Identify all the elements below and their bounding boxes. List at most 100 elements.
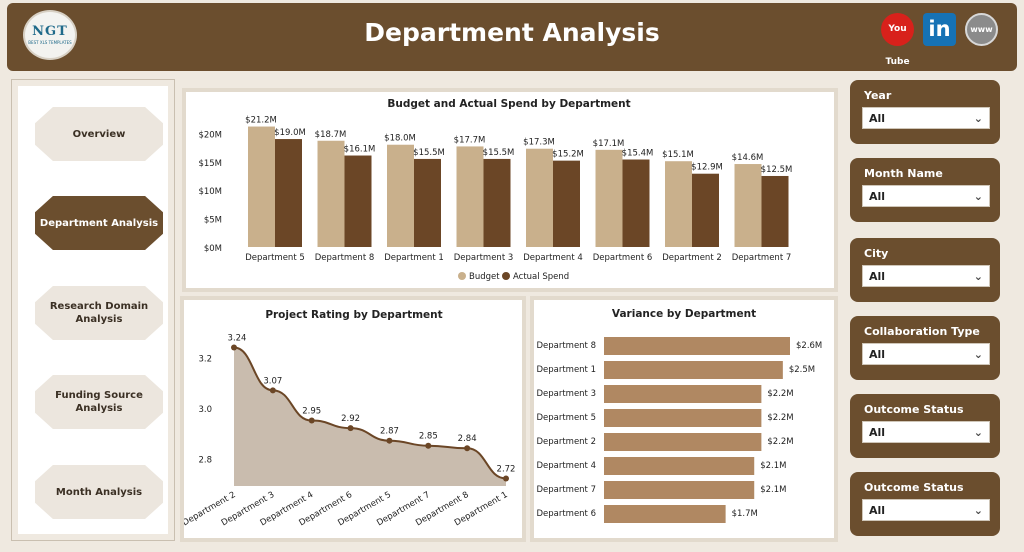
variance-chart: Variance by Department Department 8 $2.6M… [536,308,822,523]
actual-spend-bar [692,173,719,247]
linkedin-icon[interactable]: in [923,13,956,46]
actual-spend-bar [344,155,372,247]
y-category-label: Department 2 [536,437,596,447]
actual-spend-data-label: $19.0M [274,128,306,138]
nav-overview-button[interactable]: Overview [35,107,163,161]
globe-icon[interactable]: www [965,13,998,46]
collaboration-type-dropdown[interactable]: All ⌄ [862,343,990,365]
x-tick-label: Department 6 [593,253,653,263]
rating-point [425,442,432,449]
rating-point [464,445,471,452]
variance-data-label: $2.6M [796,341,822,351]
variance-bar [604,457,755,475]
page-title: Department Analysis [364,18,660,47]
y-tick-label: $20M [198,130,222,140]
budget-bar [456,146,484,247]
variance-data-label: $2.2M [767,413,793,423]
legend-budget-label: Budget [469,272,500,282]
rating-data-label: 2.87 [380,427,399,437]
y-category-label: Department 6 [536,509,596,519]
legend-actual-spend-label: Actual Spend [513,272,569,282]
actual-spend-data-label: $12.9M [691,163,723,173]
actual-spend-data-label: $15.4M [622,149,654,159]
x-tick-label: Department 2 [662,253,722,263]
budget-data-label: $18.7M [315,130,347,140]
year-slicer: Year All ⌄ [850,80,1000,144]
chevron-down-icon: ⌄ [973,426,983,439]
actual-spend-data-label: $15.5M [483,148,515,158]
x-tick-label: Department 5 [245,253,305,263]
variance-data-label: $2.5M [789,365,815,375]
variance-data-label: $2.1M [760,461,786,471]
chevron-down-icon: ⌄ [973,504,983,517]
outcome-status-dropdown-2[interactable]: All ⌄ [862,499,990,521]
variance-bar [604,433,762,451]
variance-bar [604,385,762,403]
variance-data-label: $2.1M [760,485,786,495]
outcome-status-slicer-2: Outcome Status All ⌄ [850,472,1000,536]
rating-data-label: 2.95 [302,407,321,417]
rating-point [386,437,393,444]
city-dropdown[interactable]: All ⌄ [862,265,990,287]
variance-data-label: $2.2M [767,389,793,399]
budget-bar [248,126,275,247]
navigation-panel: Overview Department Analysis Research Do… [12,80,174,540]
budget-bar [734,164,762,247]
variance-bar [604,337,790,355]
slicer-panel: Year All ⌄ Month Name All ⌄ City All ⌄ Coll… [850,80,1000,540]
outcome-status-dropdown[interactable]: All ⌄ [862,421,990,443]
variance-chart-panel: Variance by Department Department 8 $2.6M… [530,296,838,542]
chevron-down-icon: ⌄ [973,112,983,125]
rating-data-label: 3.07 [263,376,282,386]
variance-bar [604,361,783,379]
y-tick-label: 3.0 [198,405,212,415]
rating-point [503,475,509,482]
y-category-label: Department 8 [536,341,596,351]
y-tick-label: 3.2 [198,355,212,365]
project-rating-chart: Project Rating by Department 2.8 3.0 3.2 3.… [181,309,516,528]
rating-point [231,344,237,351]
actual-spend-bar [622,159,650,247]
city-slicer: City All ⌄ [850,238,1000,302]
budget-data-label: $21.2M [245,116,277,126]
chart-title: Variance by Department [612,308,756,320]
budget-data-label: $17.3M [523,138,555,148]
nav-department-analysis-button[interactable]: Department Analysis [35,196,163,250]
nav-month-analysis-button[interactable]: Month Analysis [35,465,163,519]
legend-budget-marker [458,272,466,280]
actual-spend-data-label: $12.5M [761,165,793,175]
month-name-dropdown[interactable]: All ⌄ [862,185,990,207]
actual-spend-data-label: $16.1M [344,145,376,155]
actual-spend-bar [553,160,580,247]
y-tick-label: $10M [198,187,222,197]
actual-spend-data-label: $15.2M [552,150,584,160]
x-tick-label: Department 7 [732,253,792,263]
budget-data-label: $15.1M [662,150,694,160]
budget-data-label: $18.0M [384,134,416,144]
x-tick-label: Department 1 [384,253,444,263]
chevron-down-icon: ⌄ [973,348,983,361]
project-rating-chart-panel: Project Rating by Department 2.8 3.0 3.2 3.… [180,296,526,542]
budget-actual-chart-panel: Budget and Actual Spend by Department $0… [182,88,838,292]
y-category-label: Department 3 [536,389,596,399]
rating-point [269,387,276,394]
month-name-slicer: Month Name All ⌄ [850,158,1000,222]
nav-research-domain-analysis-button[interactable]: Research Domain Analysis [35,286,163,340]
actual-spend-bar [483,158,511,247]
budget-data-label: $14.6M [732,153,764,163]
youtube-icon[interactable]: You Tube [881,13,914,67]
rating-data-label: 3.24 [228,334,247,344]
legend-actual-spend-marker [502,272,510,280]
budget-data-label: $17.1M [593,139,625,149]
y-category-label: Department 1 [536,365,596,375]
variance-data-label: $2.2M [767,437,793,447]
variance-data-label: $1.7M [732,509,758,519]
rating-data-label: 2.92 [341,414,360,424]
ngt-logo: NGT BEST XLS TEMPLATES [23,10,77,60]
year-dropdown[interactable]: All ⌄ [862,107,990,129]
x-tick-label: Department 3 [454,253,514,263]
nav-funding-source-analysis-button[interactable]: Funding Source Analysis [35,375,163,429]
y-tick-label: $15M [198,159,222,169]
y-tick-label: $0M [204,244,222,254]
actual-spend-bar [414,158,441,247]
